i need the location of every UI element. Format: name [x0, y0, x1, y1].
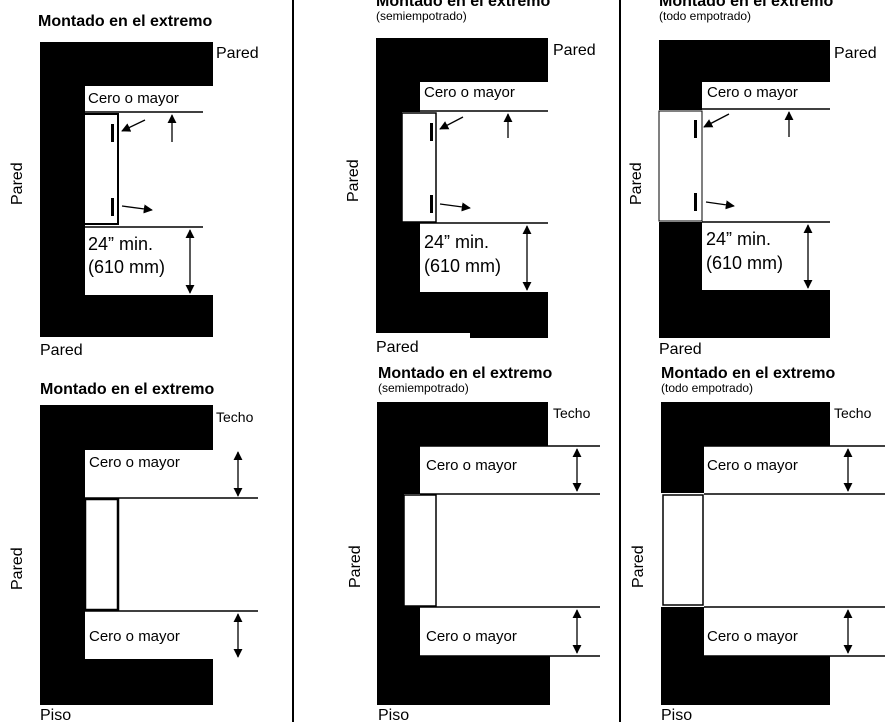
- diagram-bottom-right: Montado en el extremo (todo empotrado) T…: [630, 365, 885, 722]
- ceiling-label: Techo: [216, 409, 254, 425]
- arrow: [121, 119, 146, 132]
- min-distance-metric: (610 mm): [88, 257, 165, 277]
- side-wall-label: Pared: [9, 547, 26, 590]
- min-distance-label: 24” min.: [424, 232, 489, 252]
- diagram-title: Montado en el extremo: [661, 365, 835, 382]
- diagram-subtitle: (todo empotrado): [659, 9, 751, 23]
- diagram-title: Montado en el extremo: [659, 0, 833, 10]
- diagram-bottom-middle: Montado en el extremo (semiempotrado) Te…: [347, 365, 600, 722]
- top-wall-label: Pared: [834, 45, 877, 62]
- side-wall-label: Pared: [347, 545, 364, 588]
- diagram-title: Montado en el extremo: [376, 0, 550, 10]
- min-distance-label: 24” min.: [706, 229, 771, 249]
- gap-top-label: Cero o mayor: [89, 454, 180, 471]
- gap-bottom-label: Cero o mayor: [707, 628, 798, 645]
- top-wall-label: Pared: [553, 42, 596, 59]
- ceiling-label: Techo: [553, 405, 591, 421]
- floor-label: Piso: [661, 707, 692, 722]
- diagram-title: Montado en el extremo: [40, 381, 214, 398]
- min-distance-metric: (610 mm): [424, 256, 501, 276]
- wall-shape: [376, 38, 548, 338]
- floor-label: Piso: [378, 707, 409, 722]
- arrow: [705, 200, 735, 210]
- diagram-title: Montado en el extremo: [38, 13, 212, 30]
- min-distance-metric: (610 mm): [706, 253, 783, 273]
- gap-top-label: Cero o mayor: [707, 457, 798, 474]
- arrow: [121, 204, 153, 214]
- bottom-wall-label: Pared: [659, 341, 702, 358]
- wall-shape: [40, 405, 213, 705]
- wall-shape: [40, 42, 213, 337]
- diagram-top-left: Montado en el extremo Pared Pared Pared …: [9, 13, 259, 359]
- wall-shape: [377, 402, 550, 705]
- side-wall-label: Pared: [630, 545, 647, 588]
- arrow: [439, 116, 464, 130]
- side-wall-label: Pared: [345, 159, 362, 202]
- floor-label: Piso: [40, 707, 71, 722]
- gap-label: Cero o mayor: [707, 84, 798, 101]
- side-wall-label: Pared: [628, 162, 645, 205]
- gap-top-label: Cero o mayor: [426, 457, 517, 474]
- appliance-box: [83, 497, 120, 612]
- min-distance-label: 24” min.: [88, 234, 153, 254]
- diagram-bottom-left: Montado en el extremo Techo Piso Pared C…: [9, 381, 258, 722]
- diagram-subtitle: (semiempotrado): [378, 381, 469, 395]
- gap-bottom-label: Cero o mayor: [89, 628, 180, 645]
- diagram-top-right: Montado en el extremo (todo empotrado) P…: [628, 0, 877, 358]
- gap-bottom-label: Cero o mayor: [426, 628, 517, 645]
- arrow: [703, 113, 730, 128]
- wall-shape: [661, 402, 830, 705]
- bottom-wall-label: Pared: [40, 342, 83, 359]
- arrow: [439, 202, 471, 212]
- bottom-wall-label: Pared: [376, 339, 419, 356]
- gap-label: Cero o mayor: [88, 90, 179, 107]
- diagram-top-middle: Montado en el extremo (semiempotrado) Pa…: [345, 0, 596, 356]
- appliance-box: [662, 494, 704, 606]
- diagram-title: Montado en el extremo: [378, 365, 552, 382]
- gap-label: Cero o mayor: [424, 84, 515, 101]
- side-wall-label: Pared: [9, 162, 26, 205]
- diagram-subtitle: (semiempotrado): [376, 9, 467, 23]
- diagram-subtitle: (todo empotrado): [661, 381, 753, 395]
- appliance-box: [403, 494, 437, 607]
- ceiling-label: Techo: [834, 405, 872, 421]
- top-wall-label: Pared: [216, 45, 259, 62]
